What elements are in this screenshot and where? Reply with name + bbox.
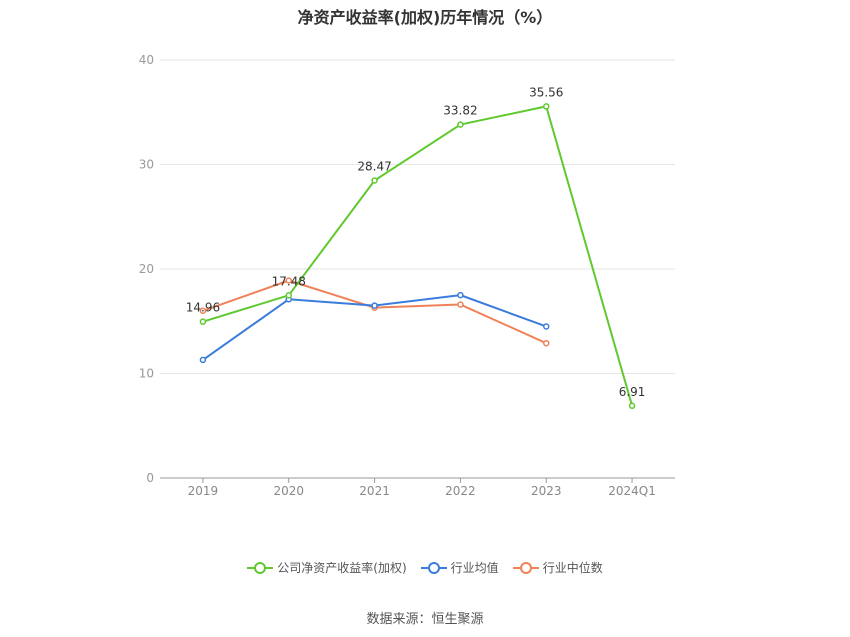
- legend-line-marker-icon: [247, 561, 274, 574]
- data-label: 28.47: [357, 159, 391, 173]
- y-tick-label: 10: [139, 367, 154, 381]
- data-point: [543, 339, 550, 347]
- x-tick-label: 2024Q1: [608, 484, 656, 498]
- chart-legend: 公司净资产收益率(加权) 行业均值 行业中位数: [0, 559, 850, 576]
- data-point: [199, 318, 207, 325]
- data-source: 数据来源：恒生聚源: [366, 612, 484, 627]
- legend-item[interactable]: 公司净资产收益率(加权): [247, 559, 407, 576]
- x-tick-label: 2021: [359, 484, 390, 498]
- data-point: [457, 301, 464, 308]
- data-point: [199, 307, 207, 315]
- x-tick-label: 2019: [188, 484, 219, 498]
- x-tick-label: 2023: [531, 484, 562, 498]
- x-tick-label: 2022: [445, 484, 476, 498]
- data-point: [285, 277, 292, 284]
- data-point: [543, 323, 550, 330]
- legend-label: 行业中位数: [542, 561, 603, 575]
- data-label: 33.82: [443, 104, 477, 118]
- data-label: 14.96: [186, 301, 220, 315]
- data-label: 6.91: [619, 385, 646, 399]
- data-point: [457, 121, 464, 128]
- legend-item[interactable]: 行业中位数: [512, 559, 603, 576]
- data-point: [285, 292, 292, 299]
- data-point: [628, 402, 636, 410]
- series-line: [202, 279, 547, 345]
- series-line: [202, 105, 634, 407]
- legend-line-marker-icon: [512, 561, 539, 574]
- data-label: 17.48: [272, 274, 306, 288]
- legend-label: 行业均值: [450, 561, 499, 575]
- y-tick-label: 40: [139, 53, 154, 67]
- data-label: 35.56: [529, 85, 563, 99]
- data-point: [199, 356, 207, 364]
- legend-line-marker-icon: [420, 561, 447, 574]
- x-tick-label: 2020: [273, 484, 304, 498]
- y-tick-label: 20: [139, 262, 154, 276]
- legend-item[interactable]: 行业均值: [420, 559, 499, 576]
- chart-title: 净资产收益率(加权)历年情况（%）: [297, 8, 553, 27]
- y-tick-label: 30: [139, 158, 154, 172]
- data-point: [371, 302, 378, 309]
- data-point: [543, 103, 550, 110]
- data-point: [371, 177, 378, 184]
- data-point: [457, 291, 464, 299]
- y-tick-label: 0: [146, 471, 154, 485]
- legend-label: 公司净资产收益率(加权): [277, 561, 407, 575]
